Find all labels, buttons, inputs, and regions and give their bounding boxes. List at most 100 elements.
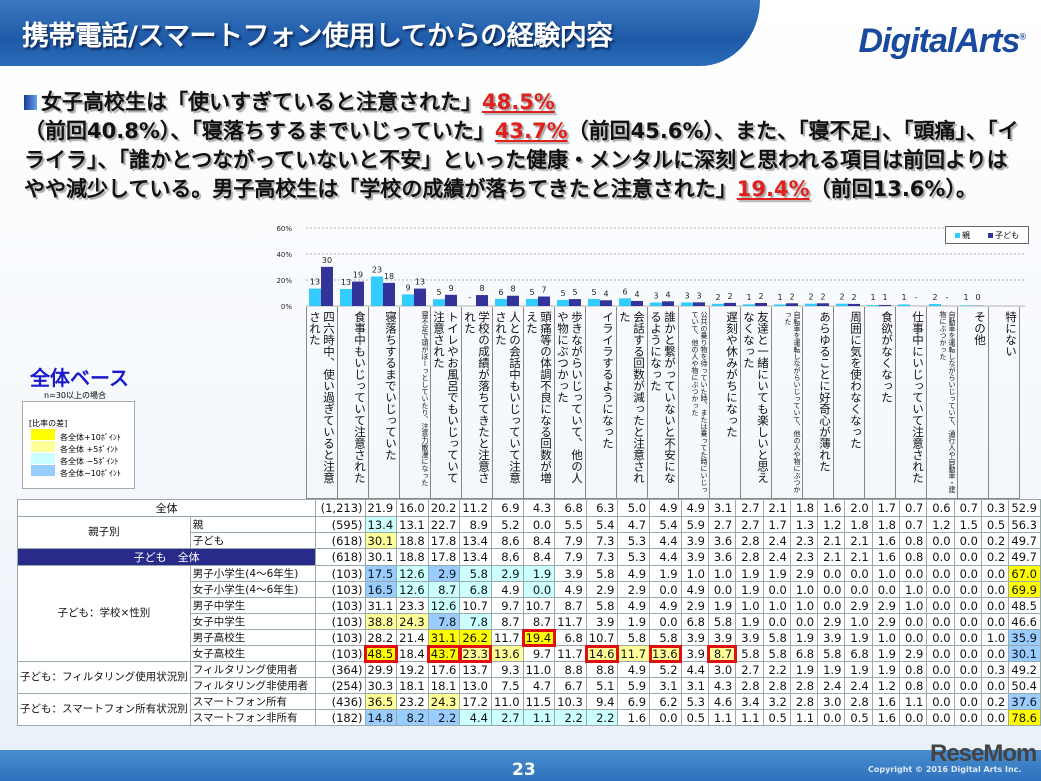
table-cell: 6.8: [789, 645, 819, 662]
table-cell: 11.7: [554, 613, 587, 630]
table-cell: 3.1: [707, 499, 737, 517]
summary-segment: 女子高校生は「使いすぎていると注意された」: [41, 90, 482, 114]
bar-child: [383, 282, 395, 306]
table-cell: 17.2: [459, 693, 492, 710]
table-cell: 2.8: [762, 677, 791, 694]
table-cell: 8.7: [707, 644, 737, 663]
bar-child: [724, 302, 736, 306]
table-row: 男子中学生 (103) 31.1 23.3 12.6 10.7 9.7 10.7 8.7 5.8 4…: [18, 597, 1041, 614]
table-cell: 21.4: [396, 629, 429, 646]
table-cell: 48.5: [1008, 597, 1041, 614]
table-cell: 13.7: [459, 661, 492, 678]
table-cell: 0.0: [953, 581, 982, 598]
table-cell: 1.7: [762, 516, 791, 533]
table-cell: 1.9: [617, 613, 651, 630]
table-cell: 0.0: [817, 581, 846, 598]
bar-child: [476, 295, 488, 306]
row-label: スマートフォン所有: [189, 693, 317, 710]
table-cell: 56.3: [1008, 516, 1041, 533]
table-cell: 5.3: [680, 693, 709, 710]
bar-child: [755, 303, 767, 306]
table-cell: 2.1: [817, 532, 846, 549]
category-label: 友達と一緒にいても楽しいと思えなくなった: [741, 307, 772, 499]
table-cell: 4.9: [649, 499, 682, 517]
table-cell: 4.4: [459, 709, 492, 726]
table-cell: 5.8: [585, 597, 619, 614]
table-cell: 21.9: [364, 499, 398, 517]
table-cell: 6.8: [844, 645, 873, 662]
table-cell: 5.8: [762, 629, 791, 646]
data-label: 2: [932, 293, 937, 302]
category-label: 四六時中、使い過ぎていると注意された: [307, 307, 338, 499]
table-row: フィルタリング非使用者 (254) 30.3 18.1 18.1 13.0 7.5 4.7 6.…: [18, 677, 1041, 694]
table-cell: 12.6: [396, 565, 429, 582]
table-cell: 1.9: [844, 629, 873, 646]
data-label: 2: [789, 292, 794, 301]
bar-child: [321, 266, 333, 306]
category-label: あらゆることに好奇心が薄れた: [803, 307, 834, 499]
table-cell: 8.4: [522, 548, 556, 566]
table-cell: 2.1: [762, 499, 791, 517]
table-cell: 1.3: [789, 516, 819, 533]
table-cell: 1.2: [926, 516, 955, 533]
table-cell: 17.6: [427, 661, 461, 678]
data-label: 4: [665, 290, 670, 299]
data-label: 4: [603, 289, 608, 298]
table-cell: 7.3: [585, 548, 619, 566]
bar-parent: [588, 298, 600, 306]
table-cell: 2.7: [735, 661, 764, 678]
table-cell: 11.7: [554, 645, 587, 662]
table-row: 子ども：スマートフォン所有状況別 スマートフォン所有 (436) 36.5 23.2 24…: [17, 693, 1041, 726]
table-cell: 1.9: [789, 661, 819, 678]
table-row: 子ども：学校×性別 男子小学生(4〜6年生) (103) 17.5 12.6 2.9 5.8…: [17, 565, 1041, 662]
table-cell: 3.1: [680, 677, 709, 694]
table-cell: 1.0: [871, 565, 901, 582]
table-cell: 20.2: [427, 499, 461, 517]
data-label: 13: [341, 278, 351, 287]
table-cell: 1.0: [898, 597, 928, 614]
sample-size: (618): [315, 548, 366, 566]
table-cell: 1.0: [762, 597, 791, 614]
table-cell: 0.0: [926, 645, 955, 662]
summary-segment: （前回13.6%）。: [809, 177, 977, 201]
table-cell: 1.9: [735, 581, 764, 598]
table-cell: 3.9: [554, 565, 587, 582]
table-cell: 1.0: [980, 629, 1010, 646]
table-cell: 0.5: [844, 709, 873, 726]
bar-parent: [805, 303, 817, 306]
table-cell: 49.2: [1008, 661, 1041, 678]
table-cell: 14.6: [585, 644, 619, 663]
table-cell: 30.1: [364, 532, 398, 549]
table-cell: 8.7: [554, 597, 587, 614]
page-title: 携帯電話/スマートフォン使用してからの経験内容: [22, 21, 613, 52]
table-cell: 5.2: [649, 661, 682, 678]
table-cell: 14.8: [364, 709, 398, 726]
data-label: 8: [510, 285, 515, 294]
table-cell: 4.9: [680, 499, 709, 517]
data-label: 5: [572, 288, 577, 297]
bar-child: [631, 300, 643, 306]
legend-square-icon: [988, 232, 993, 238]
sample-size: (254): [315, 677, 366, 694]
table-cell: 18.1: [427, 677, 461, 694]
data-label: 18: [384, 272, 394, 281]
bar-parent: [340, 288, 352, 306]
y-tick-label: 60%: [276, 225, 292, 233]
category-label: 特にない: [989, 307, 1020, 499]
row-label: フィルタリング非使用者: [189, 677, 317, 694]
sample-size: (595): [315, 516, 366, 533]
table-cell: 0.0: [953, 548, 982, 566]
table-cell: 1.6: [871, 709, 901, 726]
table-cell: 0.0: [926, 565, 955, 582]
table-cell: 6.8: [554, 499, 587, 517]
table-cell: 2.4: [844, 677, 873, 694]
table-cell: 1.0: [789, 581, 819, 598]
bar-child: [662, 301, 674, 306]
table-cell: 29.9: [364, 661, 398, 678]
table-cell: 3.9: [817, 629, 846, 646]
table-cell: 6.9: [617, 693, 651, 710]
table-cell: 30.3: [364, 677, 398, 694]
table-cell: 3.6: [707, 548, 737, 566]
legend-label: 各全体 −5ﾎﾟｲﾝﾄ: [60, 457, 119, 466]
data-label: 7: [541, 286, 546, 295]
